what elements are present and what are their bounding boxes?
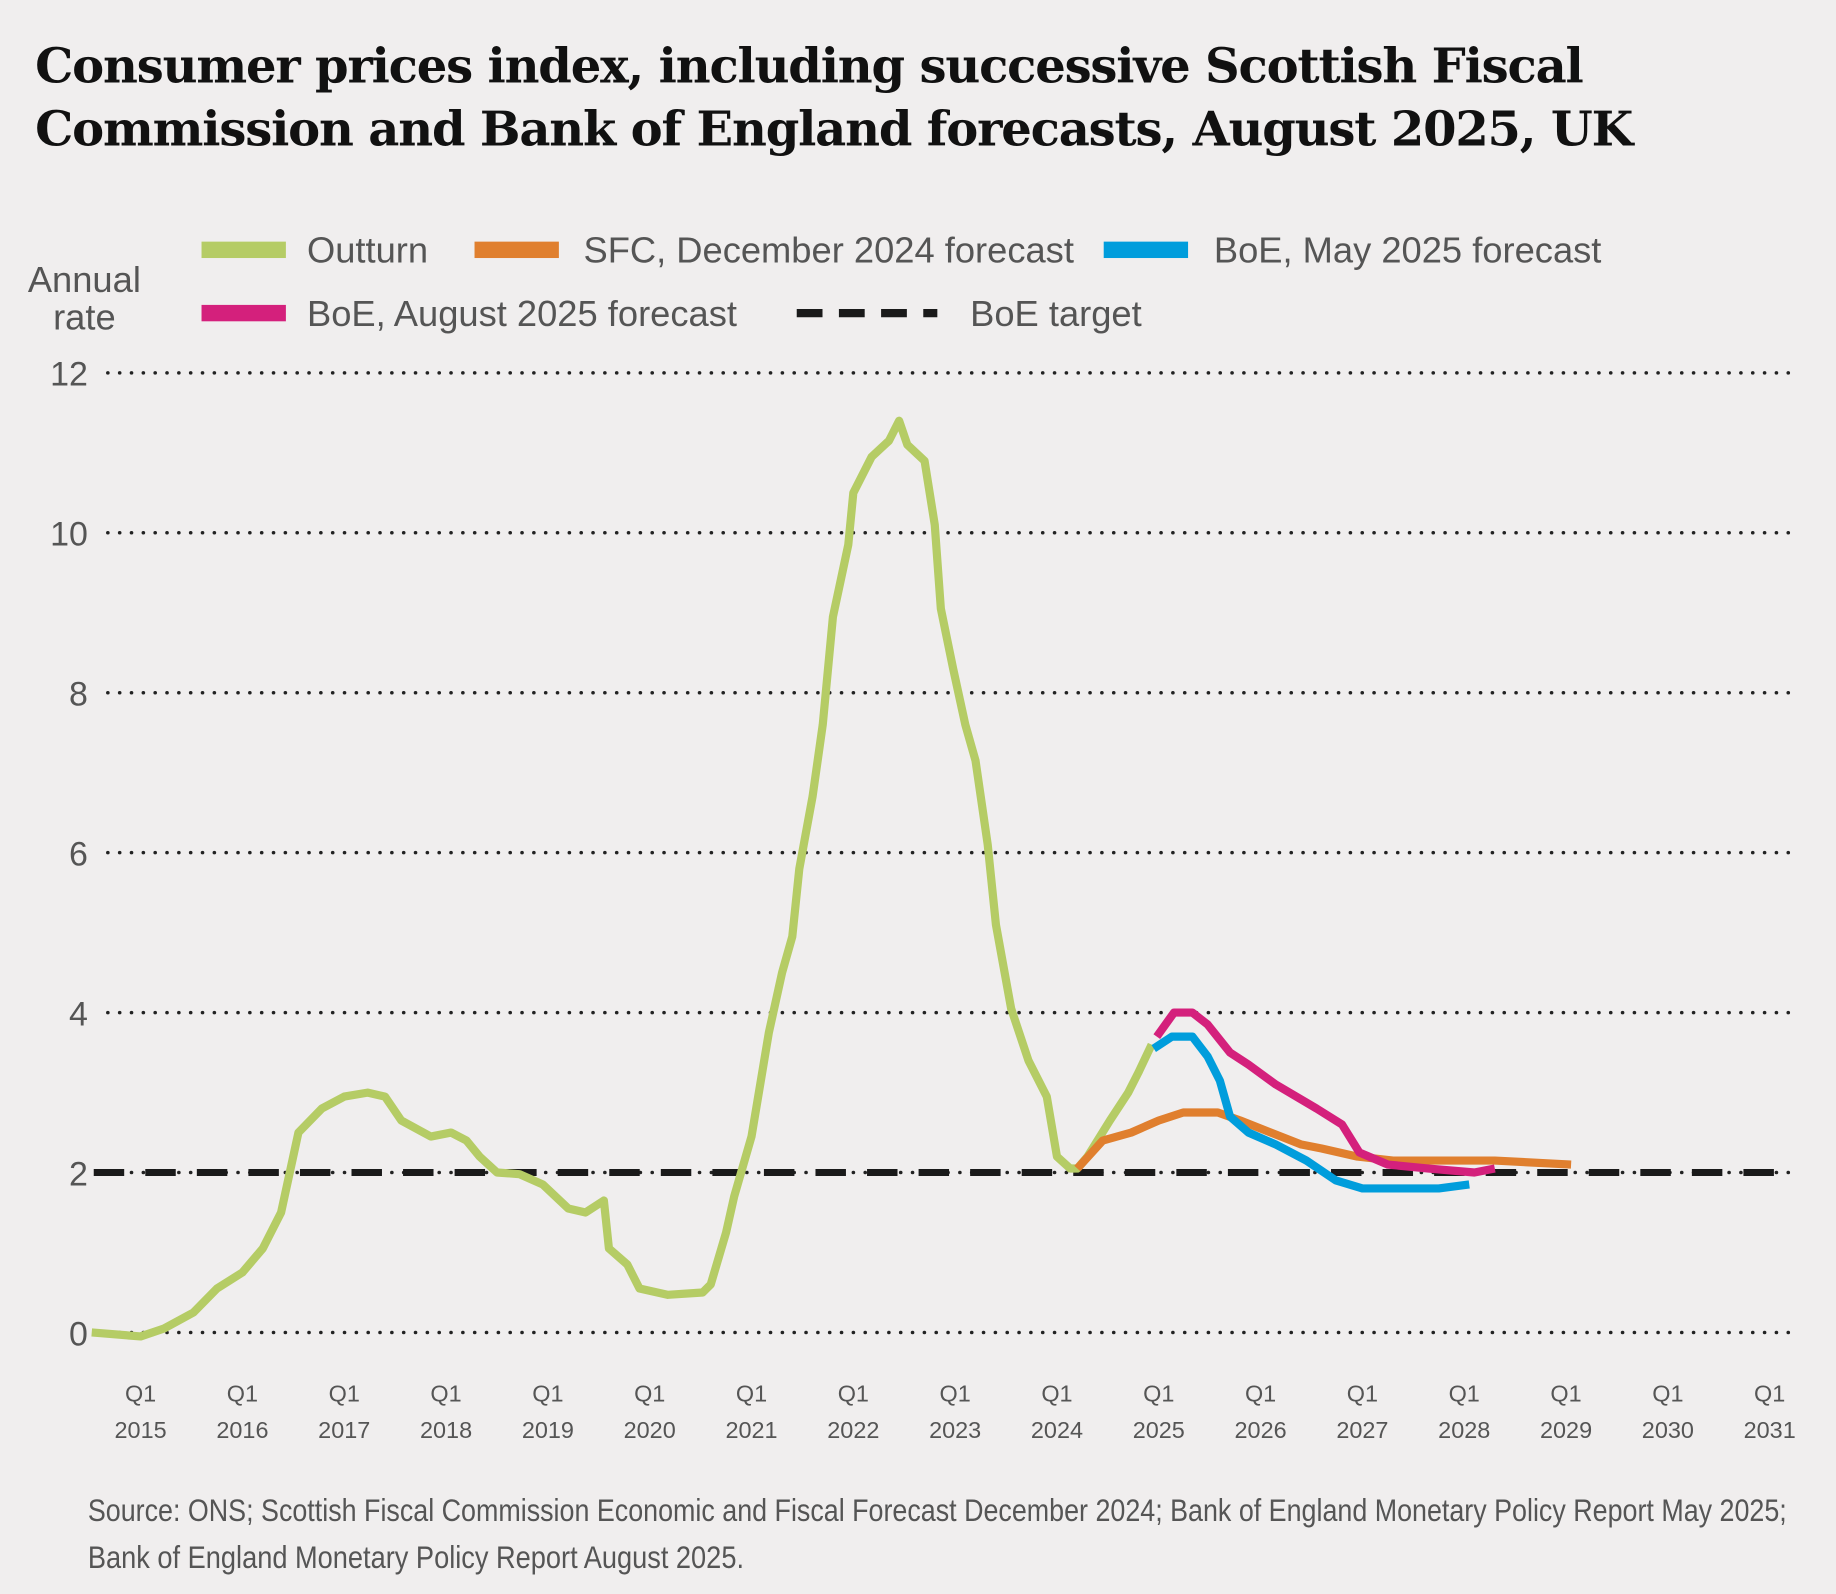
chart-title-line-1: Consumer prices index, including success… <box>35 38 1583 94</box>
y-axis-label-line-2: rate <box>53 297 116 338</box>
legend-swatch <box>474 241 559 259</box>
x-tick-quarter: Q1 <box>1754 1381 1785 1407</box>
x-tick-quarter: Q1 <box>430 1381 461 1407</box>
x-tick-quarter: Q1 <box>1041 1381 1072 1407</box>
x-tick-quarter: Q1 <box>1347 1381 1378 1407</box>
x-axis-ticks: Q1 2015 Q1 2016 Q1 2017 Q1 2018 Q1 2019 Q1 2020 Q1 20… <box>115 1381 1796 1443</box>
y-tick-label: 8 <box>69 676 88 714</box>
legend-item: BoE target <box>796 293 1142 334</box>
x-tick-quarter: Q1 <box>125 1381 156 1407</box>
y-tick-label: 0 <box>69 1315 88 1353</box>
chart-title-line-2: Commission and Bank of England forecasts… <box>35 102 1635 158</box>
x-tick-quarter: Q1 <box>329 1381 360 1407</box>
x-tick-year: 2024 <box>1031 1417 1083 1443</box>
legend: Outturn SFC, December 2024 forecast BoE, M… <box>201 230 1602 334</box>
y-tick-label: 2 <box>69 1155 88 1193</box>
x-tick-quarter: Q1 <box>227 1381 258 1407</box>
source-note-line-2: Bank of England Monetary Policy Report A… <box>88 1539 744 1575</box>
legend-label: BoE, August 2025 forecast <box>307 293 737 334</box>
x-tick-year: 2021 <box>725 1417 777 1443</box>
x-tick-year: 2023 <box>929 1417 981 1443</box>
x-tick-quarter: Q1 <box>1652 1381 1683 1407</box>
legend-swatch <box>201 241 286 259</box>
legend-item: BoE, August 2025 forecast <box>201 293 737 334</box>
y-tick-label: 4 <box>69 995 88 1033</box>
series-line-boe-may-2025-forecast <box>1151 1032 1470 1193</box>
x-tick-year: 2025 <box>1133 1417 1185 1443</box>
x-tick-quarter: Q1 <box>1143 1381 1174 1407</box>
x-tick-year: 2026 <box>1235 1417 1287 1443</box>
x-tick-year: 2016 <box>216 1417 268 1443</box>
x-tick-quarter: Q1 <box>736 1381 767 1407</box>
legend-label: BoE, May 2025 forecast <box>1214 230 1602 271</box>
series-lines <box>91 416 1781 1341</box>
x-tick-year: 2022 <box>827 1417 879 1443</box>
source-note-line-1: Source: ONS; Scottish Fiscal Commission … <box>88 1492 1787 1528</box>
x-tick-year: 2019 <box>522 1417 574 1443</box>
y-axis-ticks: 0 2 4 6 8 10 12 <box>50 356 88 1354</box>
x-tick-quarter: Q1 <box>940 1381 971 1407</box>
legend-label: Outturn <box>307 230 428 271</box>
series-line-sfc-december-2024-forecast <box>1074 1108 1572 1172</box>
x-tick-quarter: Q1 <box>1245 1381 1276 1407</box>
y-axis-label-line-1: Annual <box>28 259 141 300</box>
x-tick-year: 2018 <box>420 1417 472 1443</box>
x-tick-quarter: Q1 <box>532 1381 563 1407</box>
gridlines <box>106 371 1795 1335</box>
x-tick-year: 2030 <box>1642 1417 1694 1443</box>
x-tick-quarter: Q1 <box>838 1381 869 1407</box>
legend-swatch <box>201 304 286 322</box>
y-tick-label: 10 <box>50 516 88 554</box>
legend-item: Outturn <box>201 230 428 271</box>
x-tick-year: 2028 <box>1438 1417 1490 1443</box>
x-tick-quarter: Q1 <box>1449 1381 1480 1407</box>
y-tick-label: 6 <box>69 836 88 874</box>
x-tick-year: 2017 <box>318 1417 370 1443</box>
x-tick-year: 2015 <box>115 1417 167 1443</box>
x-tick-quarter: Q1 <box>634 1381 665 1407</box>
legend-item: BoE, May 2025 forecast <box>1103 230 1602 271</box>
series-line-boe-august-2025-forecast <box>1153 1008 1496 1177</box>
series-line-outturn <box>91 416 1156 1341</box>
legend-swatch <box>1103 241 1189 259</box>
x-tick-year: 2020 <box>624 1417 676 1443</box>
x-tick-quarter: Q1 <box>1550 1381 1581 1407</box>
x-tick-year: 2031 <box>1744 1417 1796 1443</box>
x-tick-year: 2027 <box>1336 1417 1388 1443</box>
legend-label: BoE target <box>970 293 1142 334</box>
legend-item: SFC, December 2024 forecast <box>474 230 1074 271</box>
y-tick-label: 12 <box>50 356 88 394</box>
x-tick-year: 2029 <box>1540 1417 1592 1443</box>
legend-label: SFC, December 2024 forecast <box>583 230 1073 271</box>
